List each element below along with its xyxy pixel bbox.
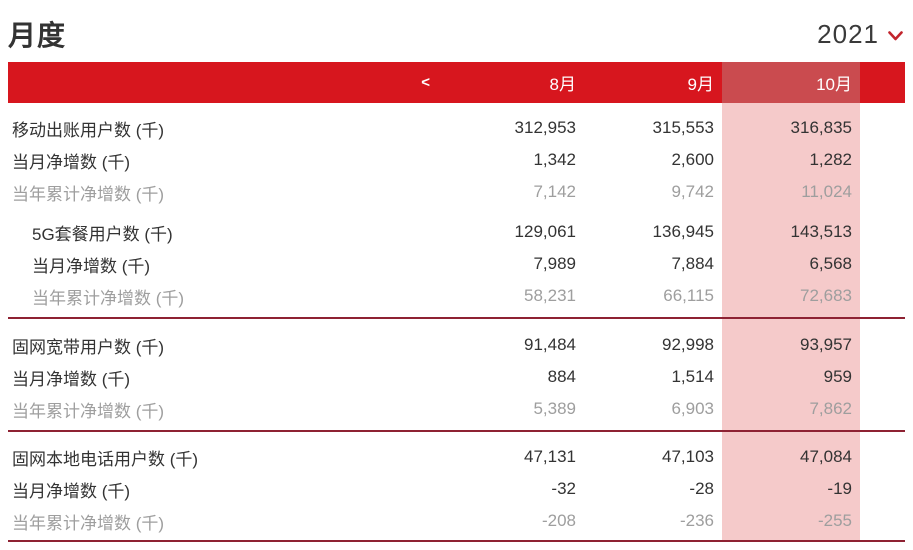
cell-oct: 6,568 (809, 254, 852, 273)
row-label: 移动出账用户数 (千) (12, 120, 165, 140)
row-label: 当年累计净增数 (千) (12, 513, 165, 533)
cell-sep: 9,742 (671, 182, 714, 201)
cell-oct: 7,862 (809, 399, 852, 418)
row-label: 固网宽带用户数 (千) (12, 337, 165, 357)
cell-sep: 2,600 (671, 150, 714, 169)
cell-aug: 58,231 (524, 286, 576, 305)
column-header-aug[interactable]: 8月 (549, 75, 576, 94)
cell-oct: 72,683 (800, 286, 852, 305)
cell-oct: 143,513 (790, 222, 852, 241)
table-row: 当月净增数 (千) 1,342 2,600 1,282 (8, 144, 905, 176)
year-value: 2021 (817, 18, 879, 49)
cell-aug: 47,131 (524, 447, 576, 466)
row-label: 当月净增数 (千) (12, 369, 131, 389)
row-label: 当年累计净增数 (千) (12, 401, 165, 421)
cell-sep: 92,998 (662, 335, 714, 354)
cell-sep: 7,884 (671, 254, 714, 273)
table-row: 当年累计净增数 (千) 5,389 6,903 7,862 (8, 393, 905, 425)
cell-aug: -208 (541, 511, 576, 530)
monthly-table: < 8月 9月 10月 移动出账用户数 (千) 312,953 315,553 … (8, 62, 905, 542)
cell-sep: -28 (689, 479, 714, 498)
section-divider (8, 317, 905, 319)
cell-oct: 1,282 (809, 150, 852, 169)
table-row: 当月净增数 (千) 7,989 7,884 6,568 (8, 248, 905, 280)
topbar: 月度 2021 (8, 0, 905, 62)
table-row: 当年累计净增数 (千) -208 -236 -255 (8, 505, 905, 537)
cell-aug: 7,989 (533, 254, 576, 273)
table-row: 固网本地电话用户数 (千) 47,131 47,103 47,084 (8, 441, 905, 473)
cell-oct: 959 (823, 367, 852, 386)
cell-sep: 47,103 (662, 447, 714, 466)
header-spacer-cell (860, 62, 905, 103)
row-label: 当月净增数 (千) (12, 152, 131, 172)
row-label: 当月净增数 (千) (12, 481, 131, 501)
column-header-oct-selected[interactable]: 10月 (722, 62, 860, 103)
cell-sep: 66,115 (663, 286, 714, 305)
cell-oct: 93,957 (800, 335, 852, 354)
row-label: 当年累计净增数 (千) (32, 288, 185, 308)
table-row: 当年累计净增数 (千) 58,231 66,115 72,683 (8, 280, 905, 312)
row-label: 当年累计净增数 (千) (12, 184, 165, 204)
header-label-cell: < (8, 62, 446, 103)
column-header-sep[interactable]: 9月 (687, 75, 714, 94)
row-label: 5G套餐用户数 (千) (32, 224, 173, 244)
section-mobile: 移动出账用户数 (千) 312,953 315,553 316,835 当月净增… (8, 112, 905, 208)
section-telephone: 固网本地电话用户数 (千) 47,131 47,103 47,084 当月净增数… (8, 441, 905, 537)
year-select[interactable]: 2021 (817, 19, 905, 50)
prev-month-button[interactable]: < (421, 74, 430, 91)
page-title: 月度 (8, 20, 67, 51)
cell-oct: -255 (817, 511, 852, 530)
cell-aug: -32 (551, 479, 576, 498)
row-label: 当月净增数 (千) (32, 256, 151, 276)
section-divider (8, 430, 905, 432)
table-row: 当月净增数 (千) 884 1,514 959 (8, 361, 905, 393)
table-bottom-border (8, 540, 905, 542)
cell-aug: 7,142 (533, 182, 576, 201)
table-row: 5G套餐用户数 (千) 129,061 136,945 143,513 (8, 216, 905, 248)
cell-oct: -19 (827, 479, 852, 498)
table-row: 当年累计净增数 (千) 7,142 9,742 11,024 (8, 176, 905, 208)
cell-aug: 1,342 (533, 150, 576, 169)
cell-sep: -236 (679, 511, 714, 530)
cell-aug: 5,389 (533, 399, 576, 418)
cell-aug: 884 (547, 367, 576, 386)
table-row: 移动出账用户数 (千) 312,953 315,553 316,835 (8, 112, 905, 144)
cell-aug: 129,061 (514, 222, 576, 241)
cell-sep: 315,553 (652, 118, 714, 137)
cell-oct: 316,835 (790, 118, 852, 137)
table-row: 当月净增数 (千) -32 -28 -19 (8, 473, 905, 505)
cell-sep: 6,903 (671, 399, 714, 418)
cell-aug: 91,484 (524, 335, 576, 354)
cell-aug: 312,953 (514, 118, 576, 137)
cell-sep: 1,514 (671, 367, 714, 386)
cell-oct: 11,024 (801, 182, 852, 201)
section-5g: 5G套餐用户数 (千) 129,061 136,945 143,513 当月净增… (8, 216, 905, 312)
selected-column-highlight (722, 103, 860, 540)
table-row: 固网宽带用户数 (千) 91,484 92,998 93,957 (8, 329, 905, 361)
chevron-down-icon (888, 31, 903, 41)
table-header-row: < 8月 9月 10月 (8, 62, 905, 103)
section-broadband: 固网宽带用户数 (千) 91,484 92,998 93,957 当月净增数 (… (8, 329, 905, 425)
cell-sep: 136,945 (652, 222, 714, 241)
cell-oct: 47,084 (800, 447, 852, 466)
row-label: 固网本地电话用户数 (千) (12, 449, 199, 469)
